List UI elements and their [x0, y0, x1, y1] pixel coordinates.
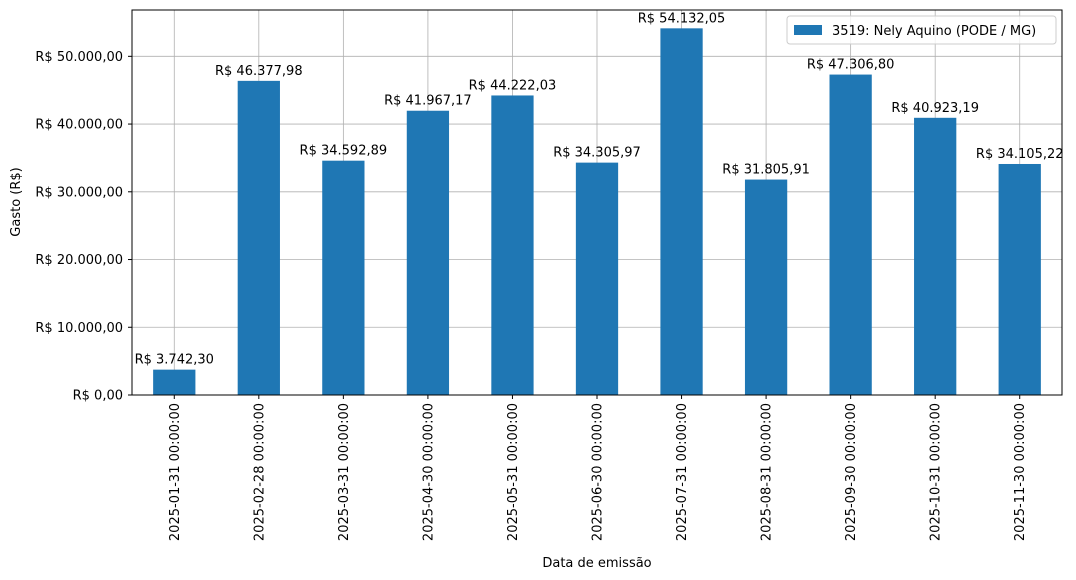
x-tick-label: 2025-04-30 00:00:00: [421, 403, 436, 541]
bar: [914, 117, 957, 395]
x-tick-label: 2025-05-31 00:00:00: [506, 403, 521, 541]
bar: [406, 110, 450, 396]
y-axis-label: Gasto (R$): [9, 167, 24, 236]
value-label: R$ 46.377,98: [215, 64, 303, 79]
legend-label: 3519: Nely Aquino (PODE / MG): [832, 24, 1036, 39]
bar: [153, 369, 196, 395]
x-tick-label: 2025-10-31 00:00:00: [929, 403, 944, 541]
value-label: R$ 41.967,17: [384, 94, 472, 109]
bar: [829, 74, 872, 395]
bar: [660, 28, 703, 396]
x-tick-label: 2025-02-28 00:00:00: [252, 403, 267, 541]
y-tick-label: R$ 40.000,00: [35, 118, 123, 133]
plot-frame: [131, 9, 1063, 396]
x-tick-label: 2025-07-31 00:00:00: [675, 403, 690, 541]
bar: [744, 179, 788, 395]
value-label: R$ 44.222,03: [469, 78, 557, 93]
y-tick-label: R$ 50.000,00: [35, 50, 123, 65]
x-axis-label: Data de emissão: [542, 556, 651, 571]
bar: [237, 80, 280, 396]
y-tick-label: R$ 20.000,00: [35, 253, 123, 268]
x-tick-label: 2025-09-30 00:00:00: [844, 403, 859, 541]
bar: [998, 163, 1041, 395]
x-tick-label: 2025-01-31 00:00:00: [168, 403, 183, 541]
y-tick-label: R$ 0,00: [73, 389, 123, 404]
x-tick-label: 2025-11-30 00:00:00: [1013, 403, 1028, 541]
value-label: R$ 34.305,97: [553, 146, 641, 161]
y-tick-label: R$ 30.000,00: [35, 185, 123, 200]
value-label: R$ 3.742,30: [135, 353, 214, 368]
value-label: R$ 54.132,05: [638, 11, 726, 26]
value-label: R$ 31.805,91: [722, 163, 810, 178]
legend-box: [786, 15, 1057, 45]
x-tick-label: 2025-03-31 00:00:00: [337, 403, 352, 541]
legend-swatch: [794, 25, 822, 35]
x-tick-label: 2025-06-30 00:00:00: [591, 403, 606, 541]
value-label: R$ 34.592,89: [300, 144, 388, 159]
bar: [491, 95, 534, 395]
bar: [322, 160, 365, 395]
x-tick-label: 2025-08-31 00:00:00: [760, 403, 775, 541]
y-tick-label: R$ 10.000,00: [35, 321, 123, 336]
value-label: R$ 40.923,19: [891, 101, 979, 116]
value-label: R$ 34.105,22: [976, 147, 1064, 162]
bar: [575, 162, 619, 395]
value-label: R$ 47.306,80: [807, 58, 895, 73]
